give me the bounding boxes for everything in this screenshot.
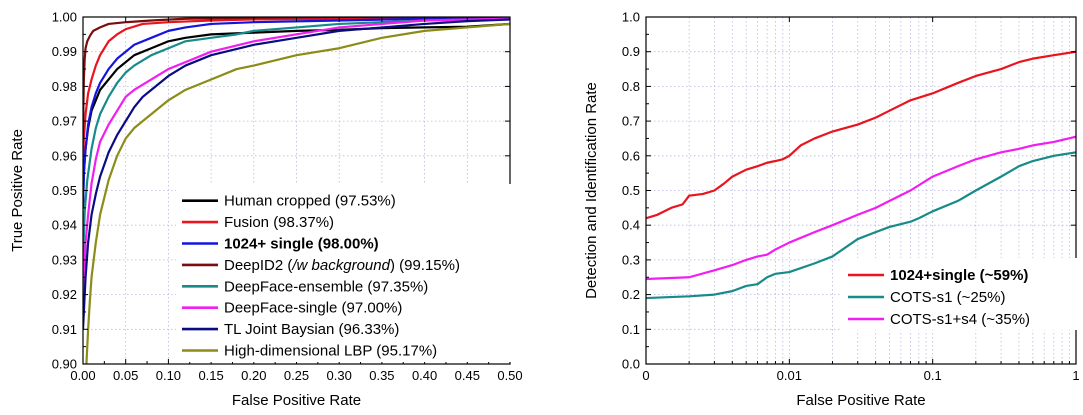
x-tick-label: 0.01	[777, 368, 802, 383]
right-detection-panel: 0 0.01 0.1 1 0.0 0.1 0.2 0.3 0.4 0.5 0.6 0.7 0.8 0.9 1…	[583, 10, 1083, 409]
x-tick-label: 0.40	[412, 368, 437, 383]
y-tick-label: 0.97	[52, 114, 77, 129]
legend-background	[176, 184, 516, 362]
y-tick-label: 0.4	[622, 218, 640, 233]
x-tick-label: 0.20	[241, 368, 266, 383]
x-tick-label: 0.10	[156, 368, 181, 383]
series-line-1	[646, 151, 1076, 300]
legend-label-part: Fusion (98.37%)	[224, 214, 334, 231]
x-tick-label: 0.50	[497, 368, 522, 383]
series-line-0	[646, 50, 1076, 220]
legend-label-part: DeepFace-ensemble (97.35%)	[224, 278, 428, 295]
y-tick-label: 0.94	[52, 218, 77, 233]
x-tick-label: 0.45	[455, 368, 480, 383]
series-group	[83, 17, 510, 364]
y-tick-label: 0.90	[52, 357, 77, 372]
y-axis-title: True Positive Rate	[9, 129, 26, 252]
legend-label-part: 1024+single (~59%)	[890, 267, 1028, 284]
y-tick-label: 0.95	[52, 183, 77, 198]
series-group	[646, 50, 1076, 300]
x-axis-title: False Positive Rate	[796, 392, 925, 409]
y-tick-label: 0.92	[52, 287, 77, 302]
legend-label-part: COTS-s1 (~25%)	[890, 289, 1005, 306]
y-tick-label: 0.5	[622, 183, 640, 198]
legend-label-part: 1024+ single (98.00%)	[224, 236, 379, 253]
x-tick-label: 0.00	[70, 368, 95, 383]
y-tick-label: 0.98	[52, 79, 77, 94]
legend-label-part: ) (99.15%)	[390, 257, 460, 274]
y-tick-label: 0.0	[622, 357, 640, 372]
series-line-4	[83, 17, 510, 261]
legend-label-4: DeepFace-ensemble (97.35%)	[224, 278, 428, 295]
y-axis: 0.90 0.91 0.92 0.93 0.94 0.95 0.96 0.97 0.98 0.99…	[52, 10, 510, 372]
legend-label-part: DeepFace-single (97.00%)	[224, 300, 402, 317]
x-axis: 0.00 0.05 0.10 0.15 0.20 0.25 0.30 0.35 0.40 0.45…	[70, 17, 523, 383]
legend-label-3: DeepID2 (/w background) (99.15%)	[224, 257, 460, 274]
x-tick-label: 0.35	[369, 368, 394, 383]
legend-label-0: Human cropped (97.53%)	[224, 193, 396, 210]
y-tick-label: 0.2	[622, 287, 640, 302]
x-axis: 0 0.01 0.1 1	[642, 17, 1080, 383]
y-tick-label: 0.93	[52, 252, 77, 267]
y-tick-label: 1.00	[52, 10, 77, 25]
legend-label-part: COTS-s1+s4 (~35%)	[890, 311, 1030, 328]
x-tick-label: 1	[1072, 368, 1079, 383]
legend-label-5: DeepFace-single (97.00%)	[224, 300, 402, 317]
x-tick-label: 0.1	[924, 368, 942, 383]
legend-label-0: 1024+single (~59%)	[890, 267, 1028, 284]
y-tick-label: 1.0	[622, 10, 640, 25]
y-axis: 0.0 0.1 0.2 0.3 0.4 0.5 0.6 0.7 0.8 0.9 1.0	[622, 10, 1076, 372]
legend-label-1: Fusion (98.37%)	[224, 214, 334, 231]
series-line-7	[85, 22, 510, 364]
y-tick-label: 0.6	[622, 148, 640, 163]
series-line-1	[83, 17, 510, 175]
legend: Human cropped (97.53%) Fusion (98.37%) 102…	[176, 184, 516, 362]
legend-label-2: COTS-s1+s4 (~35%)	[890, 311, 1030, 328]
y-tick-label: 0.3	[622, 252, 640, 267]
series-line-2	[646, 135, 1076, 281]
series-line-6	[83, 18, 510, 331]
legend-label-part: Human cropped (97.53%)	[224, 193, 396, 210]
y-tick-label: 0.91	[52, 322, 77, 337]
x-axis-title: False Positive Rate	[232, 392, 361, 409]
x-tick-label: 0.30	[327, 368, 352, 383]
legend-label-2: 1024+ single (98.00%)	[224, 236, 379, 253]
y-tick-label: 0.9	[622, 44, 640, 59]
y-tick-label: 0.96	[52, 148, 77, 163]
legend-label-6: TL Joint Baysian (96.33%)	[224, 321, 399, 338]
y-tick-label: 0.7	[622, 114, 640, 129]
legend-label-1: COTS-s1 (~25%)	[890, 289, 1005, 306]
x-tick-label: 0.05	[113, 368, 138, 383]
series-line-5	[83, 17, 510, 296]
legend-label-part: High-dimensional LBP (95.17%)	[224, 343, 437, 360]
y-axis-title: Detection and Identification Rate	[583, 82, 600, 299]
x-tick-label: 0	[642, 368, 649, 383]
x-tick-label: 0.25	[284, 368, 309, 383]
y-tick-label: 0.99	[52, 44, 77, 59]
y-tick-label: 0.1	[622, 322, 640, 337]
x-tick-label: 0.15	[198, 368, 223, 383]
left-roc-panel: 0.00 0.05 0.10 0.15 0.20 0.25 0.30 0.35 0.40 0.45…	[9, 10, 523, 410]
legend-label-part: TL Joint Baysian (96.33%)	[224, 321, 399, 338]
y-tick-label: 0.8	[622, 79, 640, 94]
legend-label-part: /w background	[291, 257, 390, 274]
legend-label-part: DeepID2 (	[224, 257, 292, 274]
legend: 1024+single (~59%) COTS-s1 (~25%) COTS-s1+…	[842, 258, 1083, 330]
legend-label-7: High-dimensional LBP (95.17%)	[224, 343, 437, 360]
series-line-2	[83, 17, 510, 209]
